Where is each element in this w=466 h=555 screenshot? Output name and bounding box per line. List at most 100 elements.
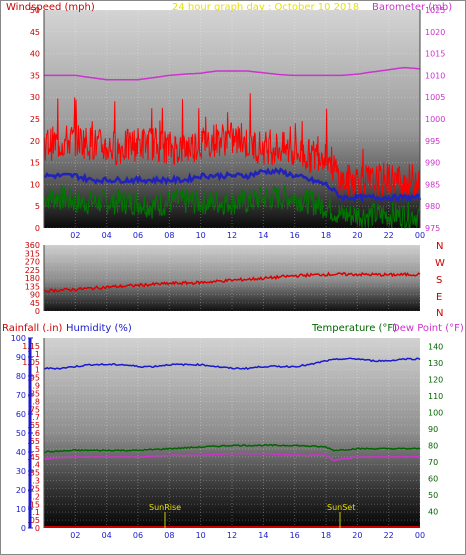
rain-y-tick-label: 1 bbox=[35, 366, 40, 375]
direction-y-tick-label: 90 bbox=[30, 291, 40, 300]
x-tick-label-bottom: 04 bbox=[102, 531, 112, 540]
wind-y-tick-label: 50 bbox=[30, 6, 40, 15]
barometer-line bbox=[44, 66, 421, 81]
x-tick-label-top: 00 bbox=[415, 231, 425, 240]
baro-y-tick-label: 975 bbox=[425, 224, 440, 233]
humidity-y-tick-label: 90 bbox=[16, 353, 26, 362]
x-tick-label-bottom: 02 bbox=[70, 531, 80, 540]
rain-y-tick-label: .9 bbox=[32, 382, 40, 391]
humidity-y-tick-label: 40 bbox=[16, 448, 26, 457]
direction-letter-n: N bbox=[436, 241, 443, 252]
rain-plot-area bbox=[44, 338, 420, 528]
rain-y-tick-label: .35 bbox=[27, 469, 40, 478]
sunset-label: SunSet bbox=[327, 503, 355, 512]
rain-y-tick-label: 0 bbox=[35, 524, 40, 533]
humidity-y-tick-label: 10 bbox=[16, 505, 26, 514]
direction-y-tick-label: 0 bbox=[35, 307, 40, 316]
humidity-y-tick-label: 70 bbox=[16, 391, 26, 400]
temp-y-tick-label: 50 bbox=[428, 491, 438, 500]
x-tick-label-top: 06 bbox=[133, 231, 143, 240]
avg-wind-line bbox=[43, 184, 421, 229]
rain-y-tick-label: .6 bbox=[32, 429, 40, 438]
baro-y-tick-label: 1015 bbox=[425, 50, 445, 59]
x-tick-label-bottom: 22 bbox=[384, 531, 394, 540]
dewpoint-line bbox=[43, 452, 421, 462]
wind-y-tick-label: 15 bbox=[30, 159, 40, 168]
windspeed-axis-label: Windspeed (mph) bbox=[6, 2, 95, 13]
x-tick-label-bottom: 06 bbox=[133, 531, 143, 540]
sunrise-label: SunRise bbox=[149, 503, 181, 512]
temp-y-tick-label: 40 bbox=[428, 507, 438, 516]
x-tick-label-top: 02 bbox=[70, 231, 80, 240]
x-tick-label-bottom: 16 bbox=[290, 531, 300, 540]
x-tick-label-bottom: 20 bbox=[352, 531, 362, 540]
x-tick-label-top: 16 bbox=[290, 231, 300, 240]
x-tick-label-top: 20 bbox=[352, 231, 362, 240]
humidity-y-tick-label: 80 bbox=[16, 372, 26, 381]
x-tick-label-bottom: 10 bbox=[196, 531, 206, 540]
direction-letter-w: W bbox=[435, 258, 445, 269]
rain-y-tick-label: .85 bbox=[27, 389, 40, 398]
rain-y-tick-label: .25 bbox=[27, 484, 40, 493]
baro-y-tick-label: 980 bbox=[425, 202, 440, 211]
wind-y-tick-label: 30 bbox=[30, 93, 40, 102]
gust-line bbox=[43, 93, 421, 200]
humidity-axis-label: Humidity (%) bbox=[66, 323, 132, 334]
temp-y-tick-label: 100 bbox=[428, 408, 443, 417]
humidity-y-tick-label: 20 bbox=[16, 486, 26, 495]
temp-y-tick-label: 70 bbox=[428, 458, 438, 467]
wind-y-tick-label: 0 bbox=[35, 224, 40, 233]
rain-y-tick-label: .65 bbox=[27, 421, 40, 430]
baro-y-tick-label: 1005 bbox=[425, 93, 445, 102]
rain-y-tick-label: .75 bbox=[27, 405, 40, 414]
dewpoint-axis-label: Dew Point (°F) bbox=[392, 323, 464, 334]
direction-plot-area bbox=[44, 245, 420, 311]
humidity-y-tick-label: 30 bbox=[16, 467, 26, 476]
wind-y-tick-label: 45 bbox=[30, 28, 40, 37]
x-tick-label-top: 14 bbox=[258, 231, 268, 240]
x-tick-label-bottom: 12 bbox=[227, 531, 237, 540]
baro-y-tick-label: 1025 bbox=[425, 6, 445, 15]
humidity-y-tick-label: 60 bbox=[16, 410, 26, 419]
x-tick-label-bottom: 18 bbox=[321, 531, 331, 540]
axes bbox=[28, 10, 421, 528]
x-tick-label-bottom: 08 bbox=[164, 531, 174, 540]
x-tick-label-top: 04 bbox=[102, 231, 112, 240]
rain-y-tick-label: .05 bbox=[27, 516, 40, 525]
x-tick-label-top: 12 bbox=[227, 231, 237, 240]
direction-letter-e: E bbox=[436, 292, 442, 303]
direction-letters: N W S E N bbox=[435, 241, 445, 319]
direction-y-tick-label: 225 bbox=[25, 266, 40, 275]
wind-y-tick-label: 20 bbox=[30, 137, 40, 146]
wind-y-tick-label: 35 bbox=[30, 71, 40, 80]
temp-y-tick-label: 130 bbox=[428, 359, 443, 368]
rainfall-axis-label: Rainfall (.in) bbox=[2, 323, 63, 334]
direction-letter-s: S bbox=[436, 275, 442, 286]
rain-y-tick-label: .2 bbox=[32, 492, 40, 501]
temp-y-tick-label: 120 bbox=[428, 375, 443, 384]
direction-y-tick-label: 135 bbox=[25, 282, 40, 291]
baro-y-tick-label: 990 bbox=[425, 159, 440, 168]
temp-y-tick-label: 60 bbox=[428, 474, 438, 483]
sun-markers: SunRise SunSet bbox=[149, 503, 355, 528]
baro-y-tick-label: 1020 bbox=[425, 28, 445, 37]
direction-letter-n2: N bbox=[436, 308, 443, 319]
wind-y-tick-label: 25 bbox=[30, 115, 40, 124]
rain-y-tick-label: .8 bbox=[32, 397, 40, 406]
x-tick-label-top: 18 bbox=[321, 231, 331, 240]
baro-y-tick-label: 995 bbox=[425, 137, 440, 146]
baro-y-tick-label: 1010 bbox=[425, 71, 445, 80]
rain-y-tick-label: .3 bbox=[32, 477, 40, 486]
direction-y-tick-label: 360 bbox=[25, 241, 40, 250]
wind-y-tick-label: 40 bbox=[30, 50, 40, 59]
rain-y-tick-label: .95 bbox=[27, 374, 40, 383]
temp-y-tick-label: 90 bbox=[428, 425, 438, 434]
wind-plot-area bbox=[44, 10, 420, 228]
rain-y-tick-label: .55 bbox=[27, 437, 40, 446]
rain-y-tick-label: .4 bbox=[32, 461, 40, 470]
temp-y-tick-label: 140 bbox=[428, 342, 443, 351]
rain-y-tick-label: .45 bbox=[27, 453, 40, 462]
rain-y-tick-label: .7 bbox=[32, 413, 40, 422]
wind-y-tick-label: 5 bbox=[35, 202, 40, 211]
